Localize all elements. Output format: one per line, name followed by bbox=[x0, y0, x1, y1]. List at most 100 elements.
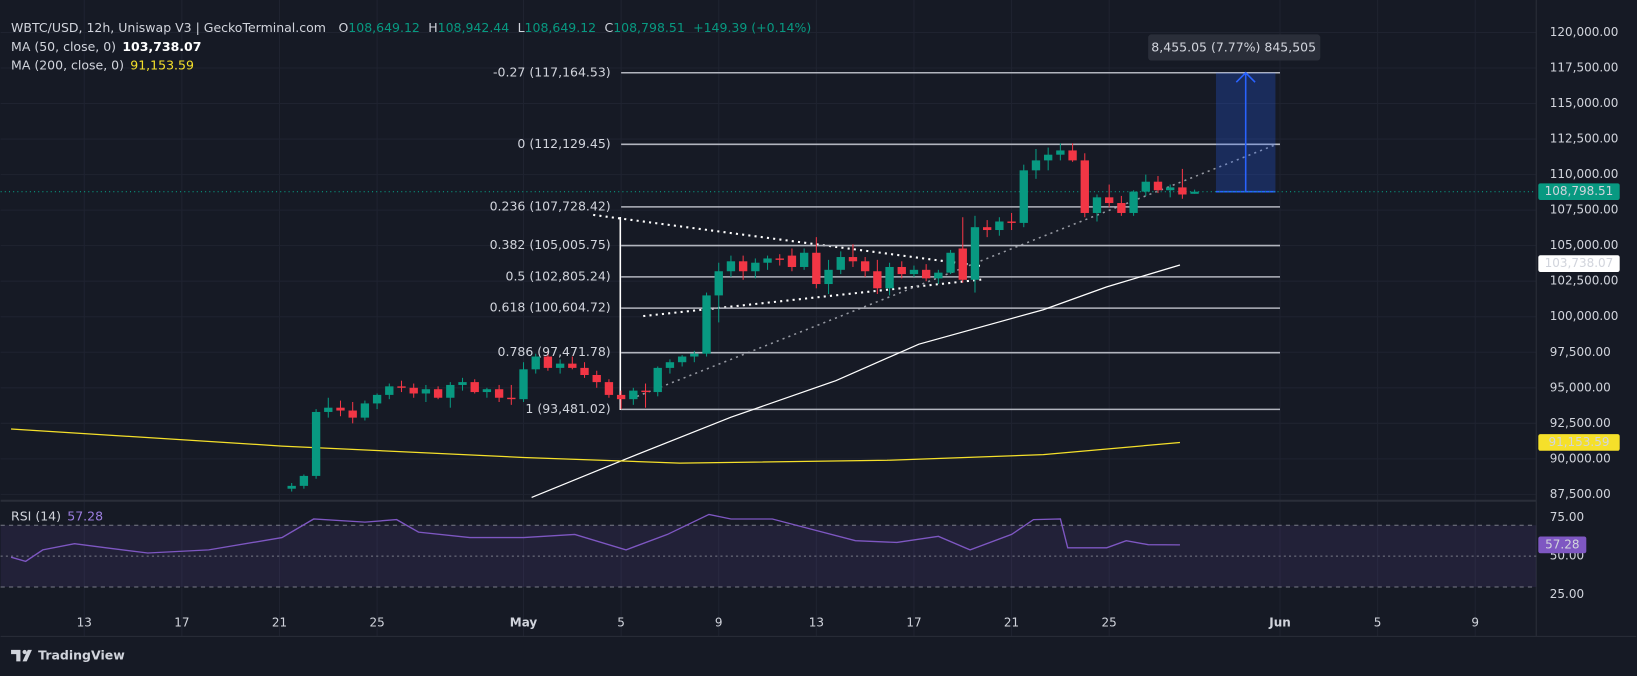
candle-body bbox=[519, 369, 528, 400]
candle-body bbox=[348, 410, 357, 418]
candle-body bbox=[1056, 150, 1065, 155]
x-tick-label: 5 bbox=[617, 615, 625, 629]
ma200-name: MA (200, close, 0) bbox=[11, 57, 124, 72]
candle-body bbox=[299, 475, 309, 486]
branding: TradingView bbox=[38, 648, 125, 663]
candle-body bbox=[970, 227, 980, 280]
candle-body bbox=[324, 407, 333, 412]
y-tick-label: 95,000.00 bbox=[1550, 380, 1611, 394]
x-tick-label: 25 bbox=[369, 615, 384, 629]
candle-body bbox=[653, 367, 662, 393]
x-tick-label: 5 bbox=[1374, 615, 1382, 629]
ma-line bbox=[531, 264, 1181, 498]
candle-body bbox=[824, 269, 833, 285]
candle-body bbox=[714, 271, 723, 296]
x-tick-label: 17 bbox=[906, 615, 921, 629]
candle-body bbox=[763, 258, 772, 263]
candle-body bbox=[909, 269, 919, 275]
symbol-title: WBTC/USD, 12h, Uniswap V3 | GeckoTermina… bbox=[11, 20, 326, 35]
candle-body bbox=[482, 389, 492, 393]
candle-body bbox=[1068, 150, 1077, 161]
ohlc-key: C bbox=[604, 20, 613, 35]
rsi-name: RSI (14) bbox=[11, 508, 61, 523]
candle-body bbox=[751, 262, 760, 272]
candle-body bbox=[1105, 197, 1114, 204]
candle-body bbox=[677, 356, 687, 363]
ma200-legend: MA (200, close, 0) 91,153.59 bbox=[11, 57, 194, 72]
candle-body bbox=[568, 363, 577, 368]
y-tick-label: 100,000.00 bbox=[1550, 309, 1619, 323]
candle-body bbox=[775, 258, 784, 260]
ma50-badge: 103,738.07 bbox=[1545, 256, 1614, 270]
ohlc-key: L bbox=[518, 20, 525, 35]
candle-body bbox=[946, 252, 955, 273]
ma50-badge-bg bbox=[1538, 255, 1620, 272]
candle-body bbox=[458, 382, 467, 385]
candle-body bbox=[799, 252, 809, 267]
trendlines bbox=[593, 143, 1278, 410]
ma200-value: 91,153.59 bbox=[130, 57, 194, 72]
candle-body bbox=[1044, 154, 1053, 161]
candle-body bbox=[336, 407, 345, 411]
candle-body bbox=[1129, 191, 1138, 213]
candle-body bbox=[1190, 191, 1199, 194]
y-tick-label: 110,000.00 bbox=[1550, 167, 1619, 181]
candle-body bbox=[641, 390, 650, 393]
x-tick-label: 13 bbox=[77, 615, 92, 629]
x-tick-label: 21 bbox=[272, 615, 287, 629]
fib-label: 0.5 (102,805.24) bbox=[506, 268, 611, 283]
measure-arrowhead bbox=[1235, 71, 1256, 83]
labels: WBTC/USD, 12h, Uniswap V3 | GeckoTermina… bbox=[11, 20, 1620, 663]
rsi-line bbox=[10, 513, 1180, 563]
candle-body bbox=[421, 389, 431, 394]
last-price-badge: 108,798.51 bbox=[1545, 184, 1614, 198]
candle-body bbox=[860, 261, 870, 272]
candle-body bbox=[385, 386, 394, 395]
rsi-badge: 57.28 bbox=[1545, 537, 1579, 551]
candle-body bbox=[1007, 221, 1016, 223]
candle-body bbox=[470, 382, 479, 393]
candle-body bbox=[836, 257, 845, 270]
candle-body bbox=[287, 485, 296, 489]
candle-body bbox=[555, 363, 565, 368]
x-tick-label: 21 bbox=[1004, 615, 1019, 629]
y-tick-label: 107,500.00 bbox=[1550, 203, 1619, 217]
y-tick-label: 105,000.00 bbox=[1550, 238, 1619, 252]
candle-body bbox=[787, 255, 797, 267]
candle-body bbox=[446, 384, 455, 398]
ohlc-value: 108,942.44 bbox=[438, 20, 510, 35]
candle-body bbox=[604, 382, 614, 395]
candle-body bbox=[958, 248, 967, 280]
ma50-value: 103,738.07 bbox=[122, 38, 201, 53]
fib-label: 0 (112,129.45) bbox=[517, 136, 610, 151]
candle-body bbox=[543, 356, 553, 368]
tradingview-logo: TradingView bbox=[11, 648, 125, 663]
measure-label-bg bbox=[1148, 34, 1321, 61]
fib-label: 0.382 (105,005.75) bbox=[490, 237, 611, 252]
candle-body bbox=[433, 389, 443, 398]
rsi-tick-label: 75.00 bbox=[1550, 510, 1584, 524]
candle-body bbox=[738, 261, 748, 272]
candle-body bbox=[1092, 197, 1102, 213]
ohlc-key: O bbox=[338, 20, 348, 35]
candle-body bbox=[1153, 181, 1163, 191]
ohlc-value: 108,798.51 bbox=[613, 20, 685, 35]
rsi-value: 57.28 bbox=[67, 508, 103, 523]
candle-body bbox=[311, 411, 321, 476]
candle-body bbox=[897, 266, 906, 275]
ma200-badge: 91,153.59 bbox=[1549, 435, 1610, 449]
last-price-badge-bg bbox=[1538, 183, 1620, 201]
rsi-badge-bg bbox=[1538, 536, 1587, 554]
candle-body bbox=[702, 295, 711, 354]
y-tick-label: 90,000.00 bbox=[1550, 451, 1611, 465]
candle-body bbox=[1141, 181, 1150, 192]
candle-body bbox=[812, 252, 821, 285]
ohlc-value: 108,649.12 bbox=[525, 20, 597, 35]
x-tick-label: 9 bbox=[715, 615, 723, 629]
ma50-legend: MA (50, close, 0) 103,738.07 bbox=[11, 38, 201, 53]
candle-body bbox=[1178, 187, 1187, 195]
fib-label: 0.618 (100,604.72) bbox=[490, 300, 611, 315]
x-tick-label: 25 bbox=[1102, 615, 1117, 629]
